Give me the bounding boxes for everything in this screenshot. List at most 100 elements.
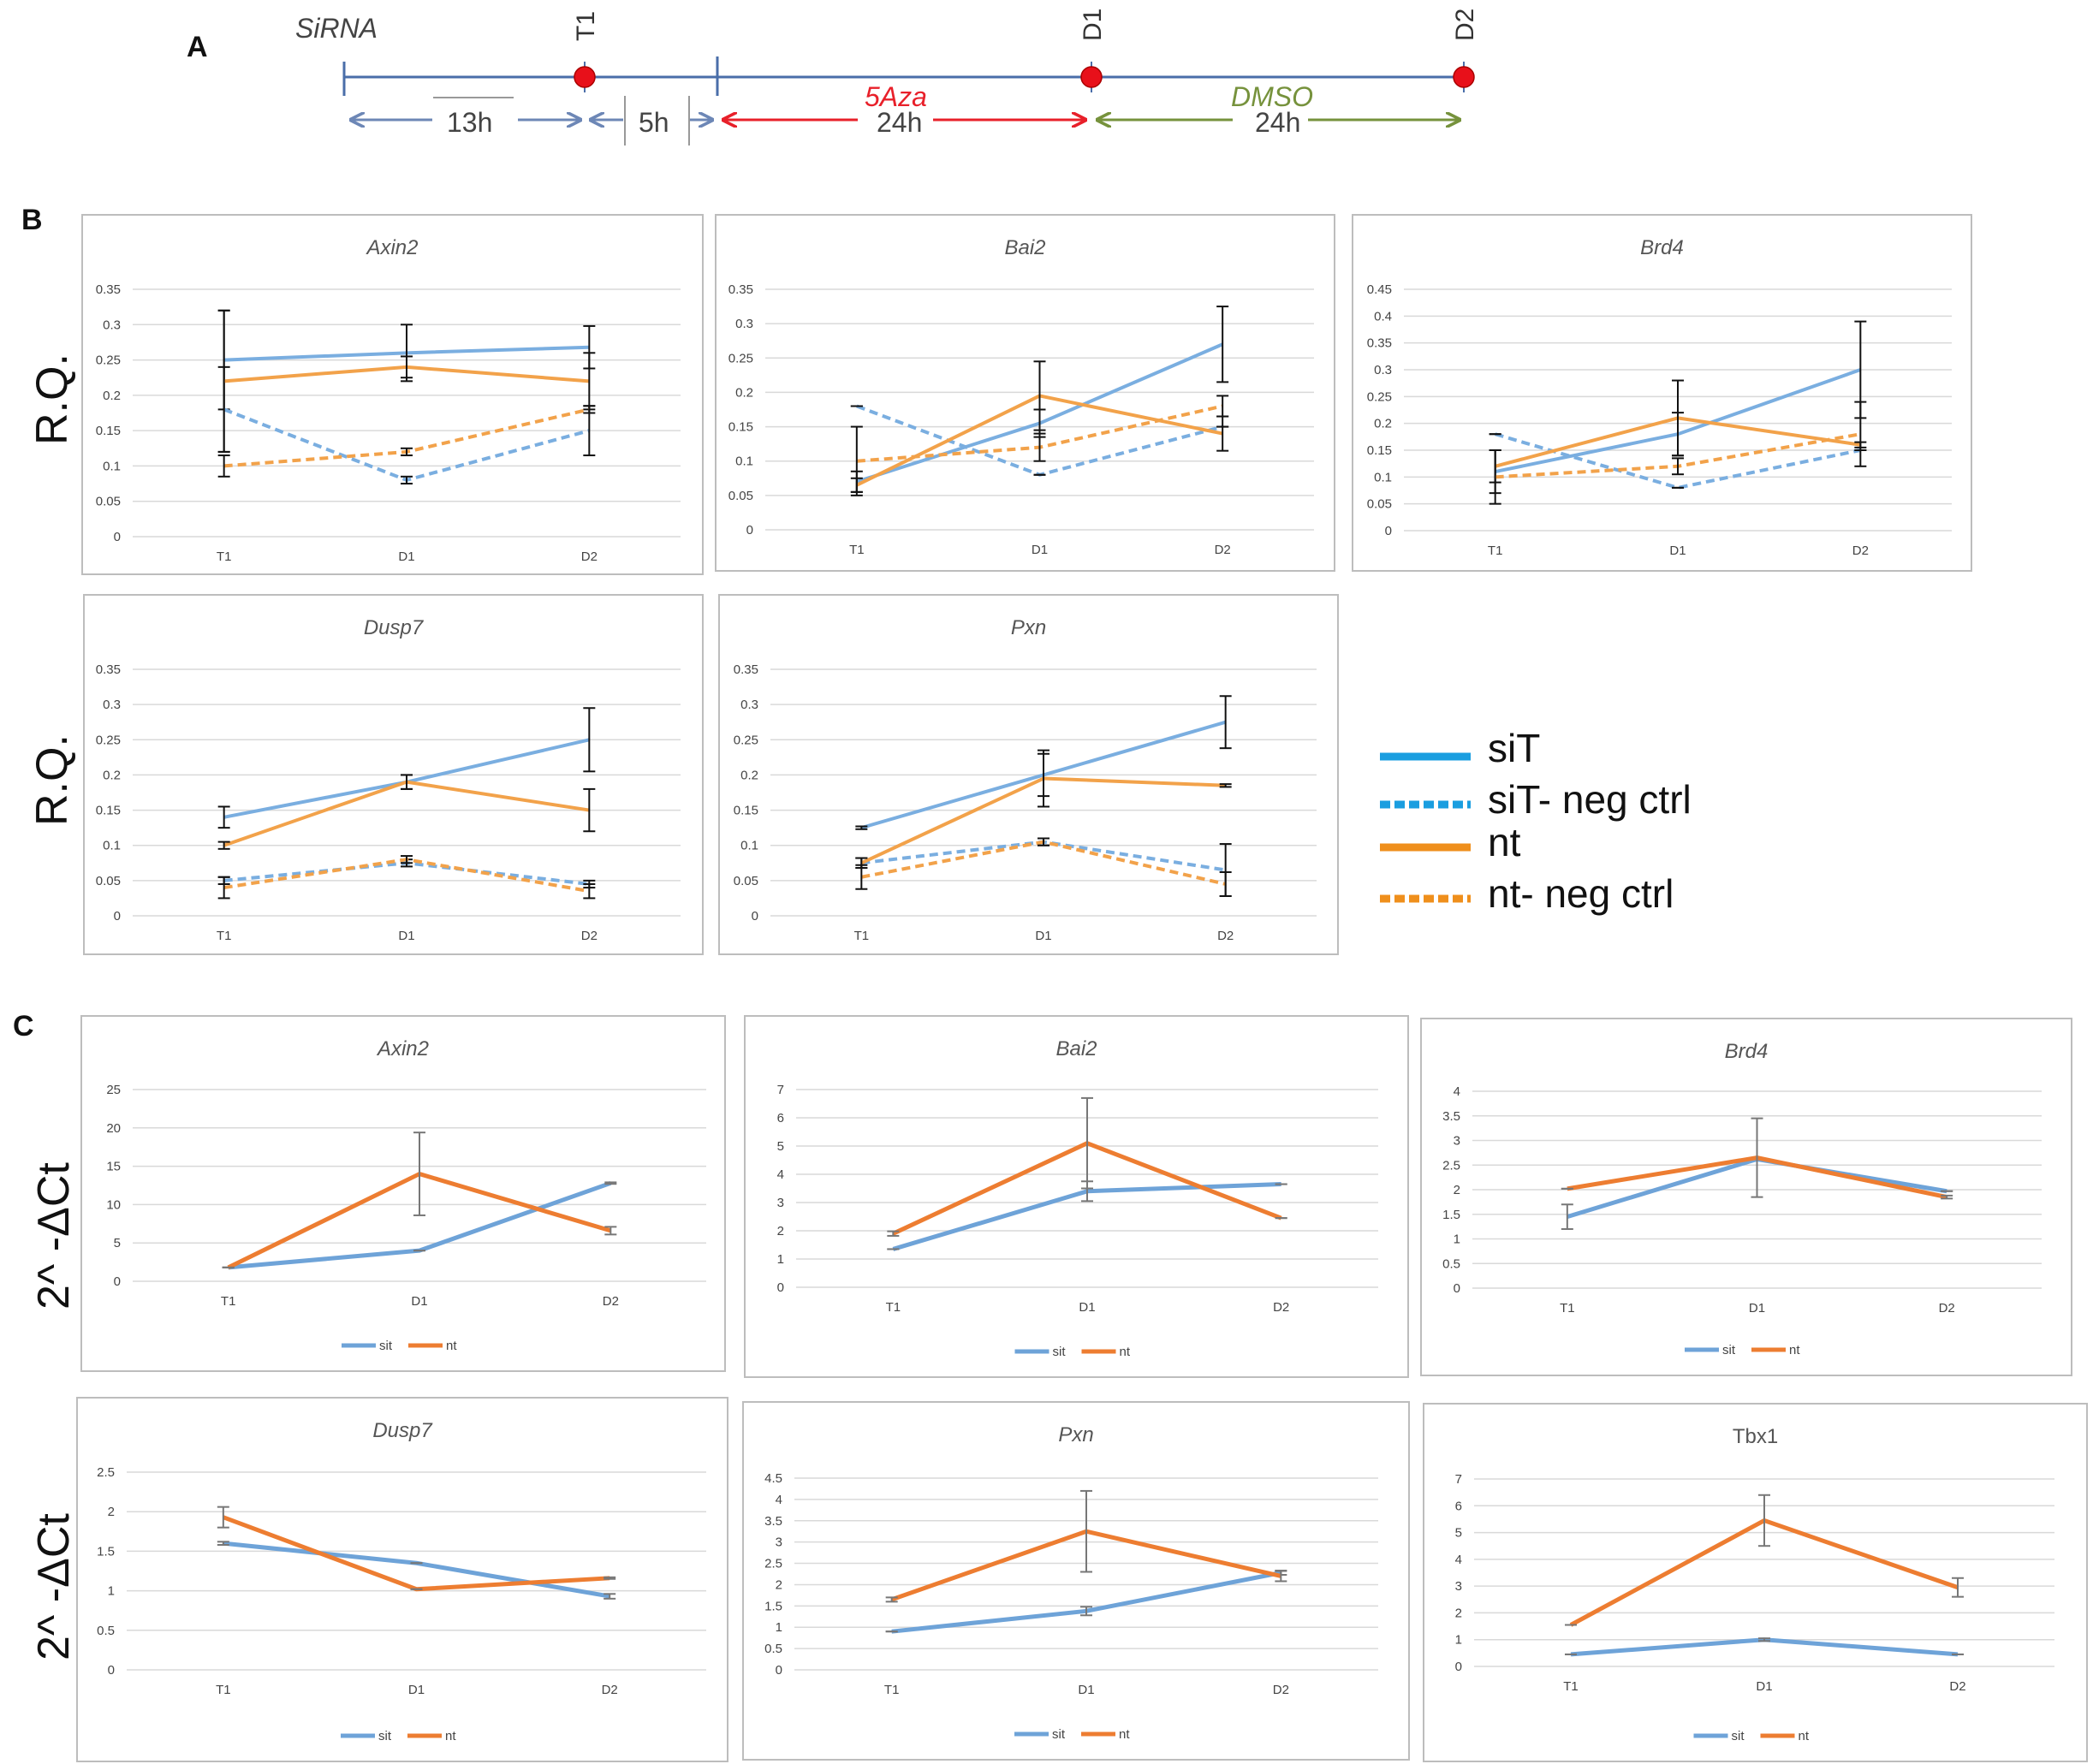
y-tick-label: 4 — [1455, 1553, 1462, 1567]
x-tick-label: T1 — [849, 543, 865, 557]
x-tick-label: D1 — [1078, 1683, 1094, 1697]
y-tick-label: 0.05 — [1367, 497, 1392, 512]
legend-label-sit: sit — [1052, 1727, 1066, 1742]
chart-frame — [742, 1401, 1410, 1761]
chart-title: Brd4 — [1725, 1040, 1769, 1063]
ylabel-c-row2: 2^ -ΔCt — [29, 1513, 79, 1660]
x-tick-label: D2 — [1273, 1300, 1289, 1315]
legend-label-nt: nt — [1120, 1345, 1131, 1359]
y-tick-label: 0.4 — [1374, 309, 1392, 324]
legend-label-sit: sit — [1053, 1345, 1067, 1359]
x-tick-label: T1 — [1488, 543, 1503, 558]
legend-label-nt: nt — [1119, 1727, 1130, 1742]
chart-title: Axin2 — [365, 236, 418, 259]
y-tick-label: 4 — [776, 1493, 782, 1507]
y-tick-label: 3 — [1455, 1579, 1462, 1594]
y-tick-label: 0.3 — [735, 317, 753, 331]
x-tick-label: T1 — [221, 1294, 236, 1309]
chart-frame — [1423, 1403, 2088, 1762]
y-tick-label: 1.5 — [1442, 1208, 1460, 1222]
y-tick-label: 1 — [776, 1620, 782, 1635]
y-tick-label: 0 — [114, 909, 121, 924]
x-tick-label: D2 — [1949, 1679, 1965, 1694]
y-tick-label: 0.2 — [740, 768, 758, 782]
y-tick-label: 4 — [777, 1167, 784, 1182]
legend-label-nt: nt — [1799, 1729, 1810, 1743]
chart-legend: sit nt — [1014, 1345, 1131, 1359]
chart-legend: sit nt — [1014, 1727, 1130, 1742]
y-tick-label: 0.3 — [103, 318, 121, 332]
timepoint-t1-dot — [574, 66, 596, 88]
x-tick-label: D1 — [398, 549, 414, 564]
y-tick-label: 1 — [1454, 1232, 1460, 1247]
x-tick-label: D1 — [1079, 1300, 1095, 1315]
y-tick-label: 10 — [106, 1197, 121, 1212]
x-tick-label: D2 — [1215, 543, 1231, 557]
y-tick-label: 3.5 — [1442, 1109, 1460, 1124]
y-tick-label: 0 — [1455, 1660, 1462, 1674]
ylabel-b-row2: R.Q. — [27, 734, 77, 826]
timepoint-t1-label: T1 — [572, 11, 600, 41]
y-tick-label: 0 — [114, 530, 121, 544]
y-tick-label: 0.05 — [728, 489, 753, 503]
x-tick-label: D2 — [1217, 929, 1234, 943]
timepoint-d1-dot — [1080, 66, 1103, 88]
chart-b-pxn: Pxn 0 0.05 0.1 0.15 0.2 0.25 0.3 0.35 T1 D1 D2 — [718, 594, 1339, 955]
x-tick-label: T1 — [854, 929, 870, 943]
y-tick-label: 0 — [777, 1280, 784, 1295]
y-tick-label: 0.05 — [96, 874, 121, 888]
x-tick-label: T1 — [886, 1300, 901, 1315]
y-tick-label: 0.35 — [734, 662, 758, 677]
x-tick-label: D2 — [602, 1683, 618, 1697]
x-tick-label: D2 — [1852, 543, 1869, 558]
chart-title: Bai2 — [1055, 1037, 1097, 1060]
chart-c-tbx1: Tbx1 0 1 2 3 4 5 6 7 T1 D1 D2 sit nt — [1423, 1403, 2088, 1762]
x-tick-label: D2 — [1273, 1683, 1289, 1697]
chart-frame — [1352, 214, 1972, 572]
legend-nt-neg-ctrl-label: nt- neg ctrl — [1488, 871, 1674, 916]
chart-b-bai2: Bai2 0 0.05 0.1 0.15 0.2 0.25 0.3 0.35 T1 D1 D2 — [715, 214, 1335, 572]
y-tick-label: 1 — [777, 1252, 784, 1267]
legend-label-sit: sit — [1732, 1729, 1745, 1743]
legend-nt-label: nt — [1488, 820, 1521, 864]
chart-frame — [81, 214, 704, 575]
y-tick-label: 0.35 — [728, 282, 753, 297]
y-tick-label: 3 — [1454, 1134, 1460, 1149]
chart-frame — [76, 1397, 728, 1762]
timepoint-d2-dot — [1453, 66, 1475, 88]
y-tick-label: 0.05 — [734, 874, 758, 888]
legend-label-nt: nt — [446, 1339, 457, 1353]
y-tick-label: 0.35 — [96, 282, 121, 297]
x-tick-label: D1 — [1035, 929, 1051, 943]
y-tick-label: 0.15 — [728, 420, 753, 435]
timepoint-d2-label: D2 — [1451, 9, 1479, 41]
y-tick-label: 5 — [114, 1236, 121, 1250]
x-tick-label: D2 — [603, 1294, 619, 1309]
y-tick-label: 0.2 — [1374, 417, 1392, 431]
chart-legend: sit nt — [342, 1339, 457, 1353]
y-tick-label: 0.25 — [728, 351, 753, 365]
y-tick-label: 0 — [114, 1274, 121, 1289]
legend-label-sit: sit — [379, 1339, 393, 1353]
y-tick-label: 2 — [1455, 1606, 1462, 1620]
y-tick-label: 0.45 — [1367, 282, 1392, 297]
timeline-sirna-label: SiRNA — [295, 13, 378, 44]
chart-legend: sit nt — [1685, 1343, 1800, 1357]
dmso-label: DMSO — [1231, 81, 1313, 112]
chart-c-dusp7: Dusp7 0 0.5 1 1.5 2 2.5 T1 D1 D2 sit nt — [76, 1397, 728, 1762]
y-tick-label: 0.2 — [103, 389, 121, 403]
y-tick-label: 0.5 — [764, 1642, 782, 1656]
y-tick-label: 0.3 — [740, 698, 758, 712]
panel-letter-a: A — [187, 31, 208, 63]
legend-label-sit: sit — [378, 1729, 392, 1743]
y-tick-label: 0.1 — [103, 459, 121, 473]
x-tick-label: D1 — [398, 929, 414, 943]
y-tick-label: 20 — [106, 1121, 121, 1136]
y-tick-label: 0.25 — [96, 353, 121, 368]
x-tick-label: D1 — [411, 1294, 427, 1309]
y-tick-label: 0.25 — [1367, 389, 1392, 404]
y-tick-label: 2.5 — [97, 1465, 115, 1480]
y-tick-label: 0.25 — [96, 733, 121, 747]
y-tick-label: 3.5 — [764, 1514, 782, 1529]
timeline: SiRNA T1 D1 D2 13h 5h 5Aza 24h DMSO 24h — [295, 9, 1479, 146]
